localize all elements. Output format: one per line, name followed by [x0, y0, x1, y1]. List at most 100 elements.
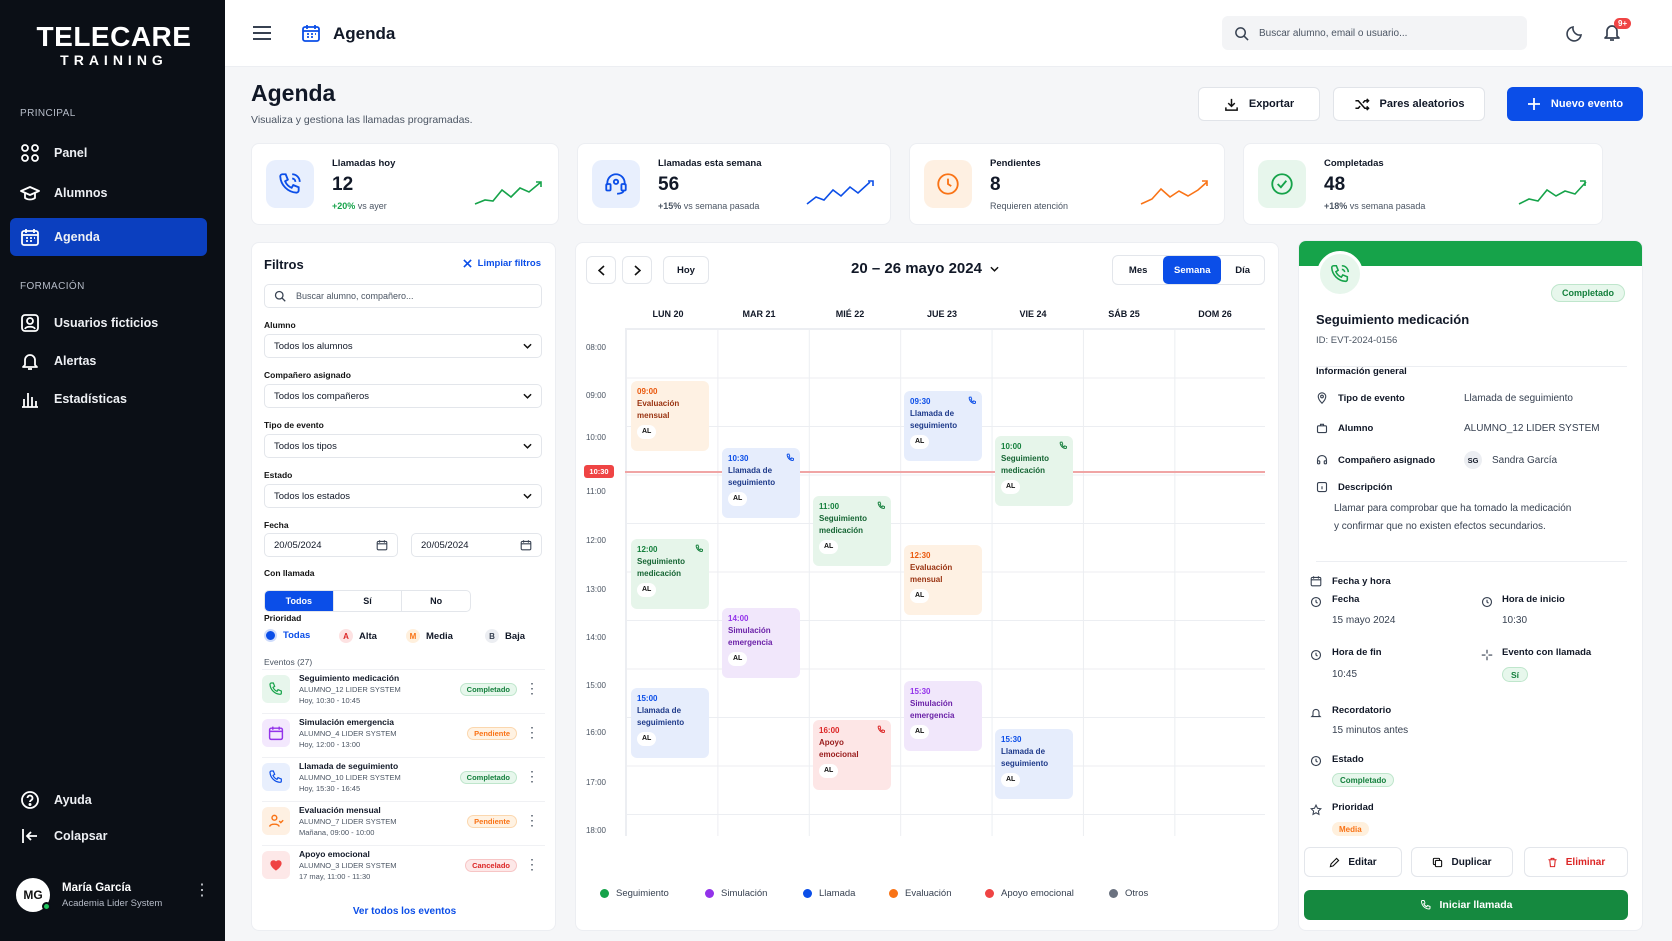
calendar-event[interactable]: 12:30 Evaluación mensual AL: [904, 545, 982, 615]
calendar-event[interactable]: 10:00 Seguimiento medicación AL: [995, 436, 1073, 506]
hamburger-icon[interactable]: [252, 24, 272, 42]
call-filter-si[interactable]: Sí: [334, 591, 403, 611]
phone-icon: [262, 763, 290, 791]
list-item[interactable]: Simulación emergencia ALUMNO_4 LIDER SYS…: [262, 713, 545, 753]
notifications-button[interactable]: 9+: [1602, 18, 1632, 42]
sidebar-item-usuarios-ficticios[interactable]: Usuarios ficticios: [10, 304, 207, 342]
help-link[interactable]: Ayuda: [10, 781, 207, 819]
more-options-icon[interactable]: ⋮: [525, 856, 539, 872]
more-options-icon[interactable]: ⋮: [525, 812, 539, 828]
stat-label: Pendientes: [990, 158, 1041, 169]
sidebar-item-agenda[interactable]: Agenda: [10, 218, 207, 256]
event-name: Seguimiento medicación: [819, 514, 868, 535]
sidebar-item-alumnos[interactable]: Alumnos: [10, 174, 207, 212]
status-badge: Completado: [1550, 284, 1625, 302]
more-options-icon[interactable]: ⋮: [525, 768, 539, 784]
recordatorio-value: 15 minutos antes: [1332, 725, 1409, 736]
delete-button[interactable]: Eliminar: [1524, 847, 1628, 877]
event-tag: AL: [728, 652, 748, 666]
calendar-event[interactable]: 16:00 Apoyo emocional AL: [813, 720, 891, 790]
calendar-event[interactable]: 10:30 Llamada de seguimiento AL: [722, 448, 800, 518]
filters-search-input[interactable]: Buscar alumno, compañero...: [264, 284, 542, 308]
more-options-icon[interactable]: ⋮: [525, 724, 539, 740]
priority-label: Todas: [283, 630, 311, 641]
priority-option-media[interactable]: M Media: [406, 629, 453, 643]
today-button[interactable]: Hoy: [663, 256, 709, 284]
calendar-event[interactable]: 12:00 Seguimiento medicación AL: [631, 539, 709, 609]
hora-inicio-key: Hora de inicio: [1502, 594, 1565, 605]
calendar-event[interactable]: 11:00 Seguimiento medicación AL: [813, 496, 891, 566]
detail-value: Sandra García: [1492, 454, 1558, 466]
event-title: Llamada de seguimiento: [299, 761, 399, 771]
random-pairs-button[interactable]: Pares aleatorios: [1333, 87, 1485, 121]
date-range-label: 20 – 26 mayo 2024: [851, 260, 982, 277]
calendar-event[interactable]: 15:30 Simulación emergencia AL: [904, 681, 982, 751]
sidebar-item-estadisticas[interactable]: Estadísticas: [10, 380, 207, 418]
view-week-tab[interactable]: Semana: [1163, 256, 1222, 284]
calendar-event[interactable]: 09:00 Evaluación mensual AL: [631, 381, 709, 451]
see-all-events-link[interactable]: Ver todos los eventos: [352, 906, 457, 917]
view-day-tab[interactable]: Día: [1235, 264, 1250, 276]
hour-label: 09:00: [585, 391, 607, 400]
collapse-button[interactable]: Colapsar: [10, 817, 207, 855]
next-week-button[interactable]: [622, 256, 652, 284]
dark-mode-toggle-icon[interactable]: [1566, 24, 1584, 42]
date-from-input[interactable]: 20/05/2024: [264, 533, 398, 557]
status-badge: Pendiente: [467, 727, 517, 740]
download-icon: [1224, 97, 1239, 112]
priority-option-baja[interactable]: B Baja: [485, 629, 525, 643]
priority-option-todas[interactable]: Todas: [264, 629, 310, 642]
stat-change: +20%: [332, 201, 356, 211]
prev-week-button[interactable]: [586, 256, 616, 284]
more-options-icon[interactable]: ⋮: [525, 680, 539, 696]
calendar-event[interactable]: 15:00 Llamada de seguimiento AL: [631, 688, 709, 758]
companero-select[interactable]: Todos los compañeros: [264, 384, 542, 408]
sidebar-item-alertas[interactable]: Alertas: [10, 342, 207, 380]
date-from-value: 20/05/2024: [274, 539, 322, 551]
event-tag: AL: [819, 764, 839, 778]
stat-card-completed: Completadas 48 +18% vs semana pasada: [1243, 143, 1603, 225]
call-filter-no[interactable]: No: [430, 596, 443, 606]
general-info-heading: Información general: [1316, 366, 1407, 377]
export-button[interactable]: Exportar: [1198, 87, 1320, 121]
user-menu-icon[interactable]: ⋮: [194, 882, 210, 899]
list-item[interactable]: Seguimiento medicación ALUMNO_12 LIDER S…: [262, 669, 545, 709]
list-item[interactable]: Apoyo emocional ALUMNO_3 LIDER SYSTEM 17…: [262, 845, 545, 885]
collapse-label: Colapsar: [54, 829, 108, 843]
event-tag: AL: [728, 492, 748, 506]
calendar-event[interactable]: 14:00 Simulación emergencia AL: [722, 608, 800, 678]
view-month-tab[interactable]: Mes: [1128, 264, 1148, 276]
calendar-event[interactable]: 15:30 Llamada de seguimiento AL: [995, 729, 1073, 799]
bar-chart-icon: [20, 389, 40, 409]
estado-select[interactable]: Todos los estados: [264, 484, 542, 508]
event-time: Hoy, 15:30 - 16:45: [299, 784, 361, 793]
calendar-event[interactable]: 09:30 Llamada de seguimiento AL: [904, 391, 982, 461]
start-call-button[interactable]: Iniciar llamada: [1304, 890, 1628, 920]
event-time: 10:00: [1001, 442, 1022, 451]
sidebar-item-label: Panel: [54, 146, 88, 160]
phone-icon: [786, 453, 795, 462]
global-search-input[interactable]: Buscar alumno, email o usuario...: [1222, 16, 1527, 50]
calendar-icon: [262, 719, 290, 747]
date-range-picker[interactable]: 20 – 26 mayo 2024: [851, 260, 999, 277]
user-profile[interactable]: MG María García Academia Lider System ⋮: [16, 874, 216, 916]
clear-filters-link[interactable]: Limpiar filtros: [462, 258, 541, 269]
arrow-left-bar-icon: [20, 826, 40, 846]
tipo-select[interactable]: Todos los tipos: [264, 434, 542, 458]
edit-button[interactable]: Editar: [1304, 847, 1402, 877]
date-to-input[interactable]: 20/05/2024: [411, 533, 542, 557]
avatar-initials: MG: [23, 888, 43, 902]
call-filter-todos[interactable]: Todos: [265, 591, 334, 611]
new-event-button[interactable]: Nuevo evento: [1507, 87, 1643, 121]
sidebar-item-panel[interactable]: Panel: [10, 134, 207, 172]
stat-note: +15% vs semana pasada: [658, 201, 759, 211]
event-student: ALUMNO_7 LIDER SYSTEM: [299, 817, 397, 826]
list-item[interactable]: Llamada de seguimiento ALUMNO_10 LIDER S…: [262, 757, 545, 797]
topbar-title: Agenda: [333, 24, 396, 43]
alumno-select[interactable]: Todos los alumnos: [264, 334, 542, 358]
priority-option-alta[interactable]: A Alta: [339, 629, 377, 643]
list-item[interactable]: Evaluación mensual ALUMNO_7 LIDER SYSTEM…: [262, 801, 545, 841]
sidebar: TELECARE TRAINING PRINCIPAL Panel Alumno…: [0, 0, 225, 941]
phone-icon: [1059, 441, 1068, 450]
duplicate-button[interactable]: Duplicar: [1411, 847, 1513, 877]
